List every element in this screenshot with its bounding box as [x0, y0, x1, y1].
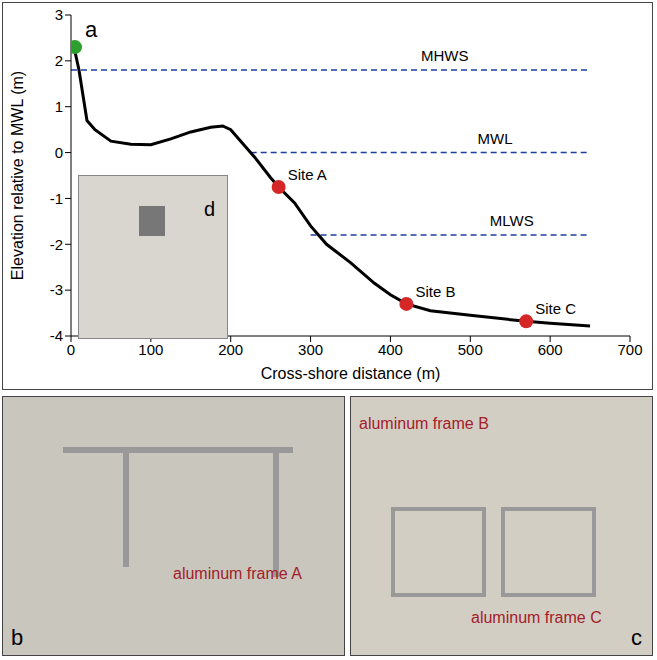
svg-text:3: 3 — [55, 6, 63, 23]
svg-text:1: 1 — [55, 98, 63, 115]
svg-text:2: 2 — [55, 52, 63, 69]
svg-text:Elevation relative to MWL (m): Elevation relative to MWL (m) — [9, 71, 26, 280]
svg-text:100: 100 — [138, 341, 163, 358]
svg-text:Site B: Site B — [415, 283, 455, 300]
svg-text:MHWS: MHWS — [421, 47, 469, 64]
svg-text:-2: -2 — [50, 236, 63, 253]
svg-text:600: 600 — [538, 341, 563, 358]
html-text:d: d — [203, 198, 215, 220]
svg-text:-4: -4 — [50, 327, 63, 344]
svg-text:400: 400 — [378, 341, 403, 358]
svg-text:Site A: Site A — [288, 166, 327, 183]
html-text:a: a — [85, 17, 98, 42]
svg-text:-3: -3 — [50, 281, 63, 298]
svg-text:-1: -1 — [50, 190, 63, 207]
html-text:b: b — [11, 625, 24, 650]
svg-text:Site C: Site C — [535, 300, 576, 317]
svg-text:0: 0 — [67, 341, 75, 358]
svg-text:MLWS: MLWS — [490, 212, 534, 229]
svg-text:MWL: MWL — [478, 130, 513, 147]
svg-text:Cross-shore distance (m): Cross-shore distance (m) — [261, 365, 441, 382]
html-text:c: c — [631, 625, 642, 650]
html-text:aluminum frame A: aluminum frame A — [173, 565, 302, 582]
svg-text:0: 0 — [55, 144, 63, 161]
svg-text:200: 200 — [218, 341, 243, 358]
svg-text:500: 500 — [458, 341, 483, 358]
html-text:aluminum frame C: aluminum frame C — [471, 609, 602, 626]
svg-text:300: 300 — [298, 341, 323, 358]
svg-text:700: 700 — [617, 341, 642, 358]
html-text:aluminum frame B: aluminum frame B — [359, 415, 489, 432]
